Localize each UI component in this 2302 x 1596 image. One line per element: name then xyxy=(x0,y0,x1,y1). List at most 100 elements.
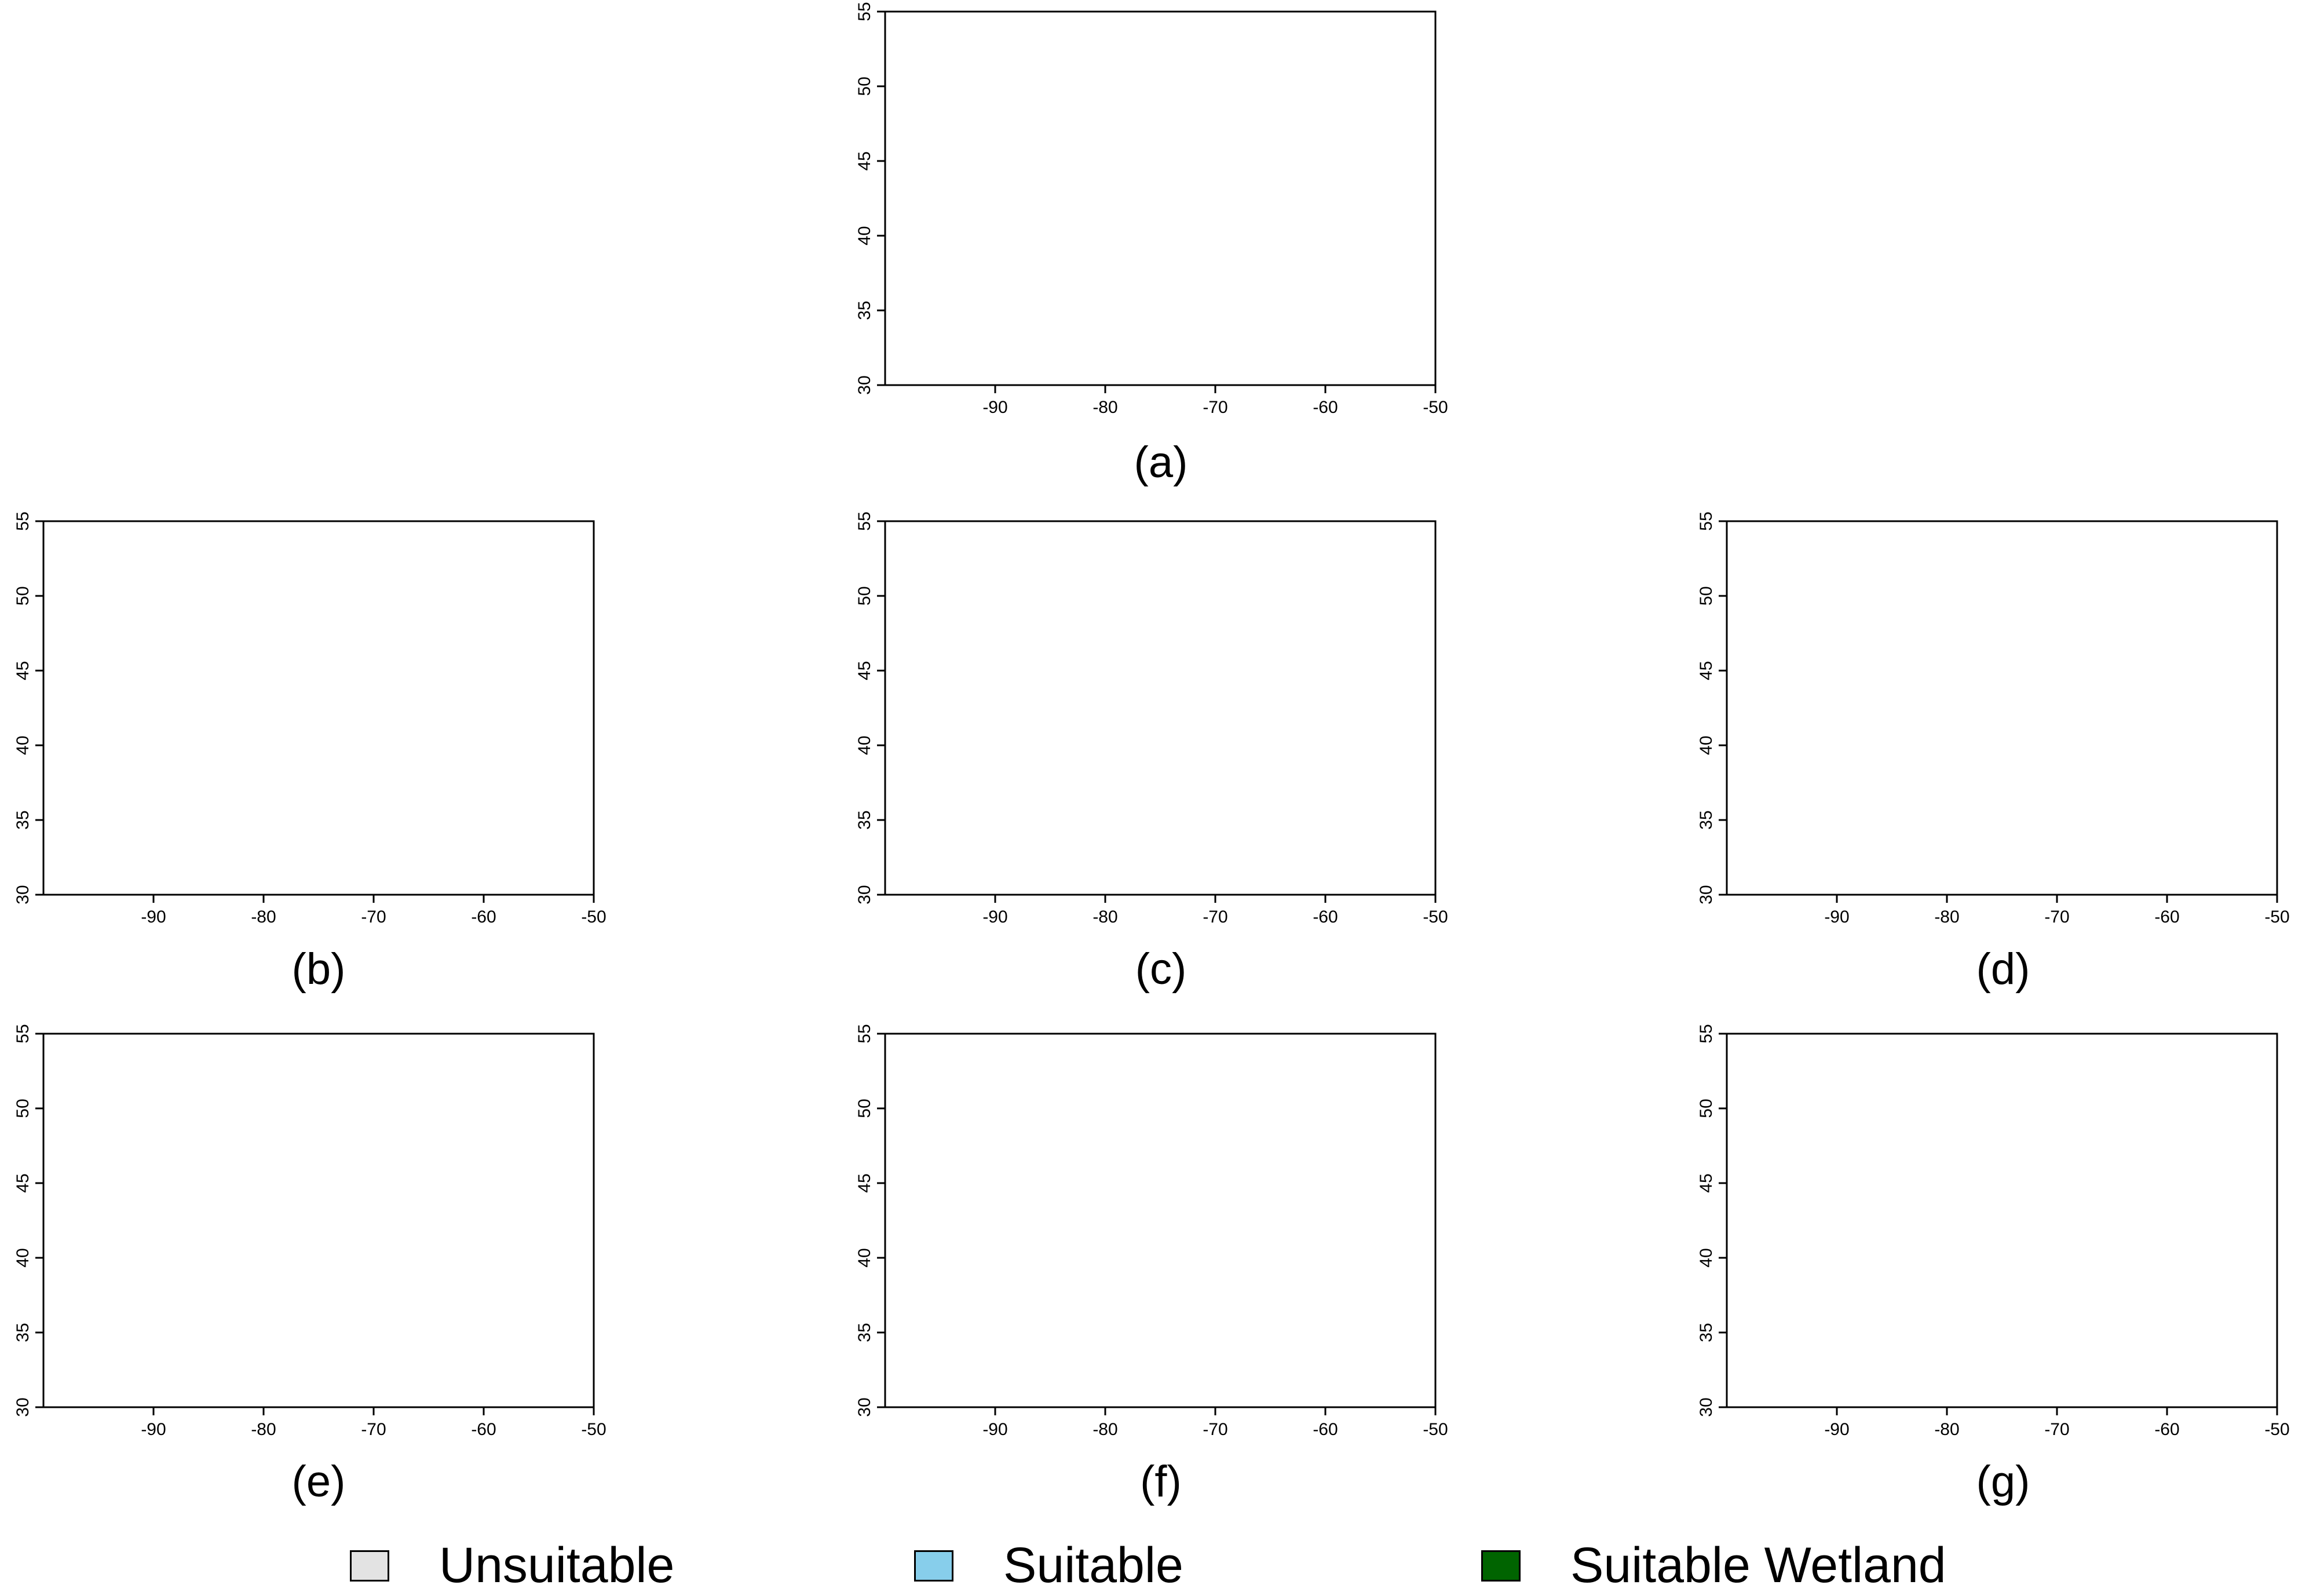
map-svg: -90 -80 -70 -60 -50 30 35 40 45 50 55 xyxy=(855,1024,1448,1439)
x-tick-label: -80 xyxy=(1934,907,1959,927)
map-svg: -90 -80 -70 -60 -50 30 35 40 45 50 55 xyxy=(13,511,606,927)
x-tick-label: -50 xyxy=(1423,398,1448,417)
x-tick-label: -80 xyxy=(1934,1420,1959,1439)
y-tick-label: 45 xyxy=(1697,661,1716,680)
y-tick-label: 45 xyxy=(855,1173,874,1192)
y-tick-label: 55 xyxy=(1697,511,1716,530)
plot-frame xyxy=(884,10,1437,386)
y-tick-label: 40 xyxy=(1697,1248,1716,1267)
map-panel-e: -90 -80 -70 -60 -50 30 35 40 45 50 55 xyxy=(0,1024,606,1451)
legend-label-unsuitable: Unsuitable xyxy=(439,1538,675,1593)
y-tick-label: 50 xyxy=(1697,1099,1716,1118)
y-tick-label: 30 xyxy=(1697,1397,1716,1416)
x-tick-label: -90 xyxy=(141,1420,166,1439)
x-tick-label: -70 xyxy=(1203,1420,1227,1439)
y-tick-label: 30 xyxy=(855,1397,874,1416)
y-tick-label: 55 xyxy=(13,1024,32,1043)
x-tick-label: -80 xyxy=(251,907,276,927)
x-tick-label: -50 xyxy=(581,907,606,927)
y-tick-label: 50 xyxy=(13,586,32,605)
y-tick-label: 35 xyxy=(13,1323,32,1342)
y-tick-label: 45 xyxy=(13,661,32,680)
legend-suitable: Suitable xyxy=(914,1537,1183,1594)
x-tick-label: -70 xyxy=(361,907,386,927)
x-tick-label: -50 xyxy=(581,1420,606,1439)
caption-g: (g) xyxy=(1976,1457,2030,1506)
y-tick-label: 45 xyxy=(13,1173,32,1192)
x-tick-label: -90 xyxy=(982,398,1007,417)
legend-swatch-suitable xyxy=(914,1550,953,1582)
plot-frame xyxy=(1726,520,2278,896)
legend-suitable-wetland: Suitable Wetland xyxy=(1481,1537,1946,1594)
y-tick-label: 30 xyxy=(1697,885,1716,904)
y-tick-label: 40 xyxy=(13,735,32,755)
x-tick-label: -90 xyxy=(982,907,1007,927)
map-svg: -90 -80 -70 -60 -50 30 35 40 45 50 55 xyxy=(13,1024,606,1439)
y-tick-label: 35 xyxy=(855,1323,874,1342)
y-tick-label: 55 xyxy=(1697,1024,1716,1043)
map-svg: -90 -80 -70 -60 -50 30 35 40 45 50 55 xyxy=(1697,511,2290,927)
map-svg: -90 -80 -70 -60 -50 30 35 40 45 50 55 xyxy=(855,2,1448,417)
y-tick-label: 50 xyxy=(13,1099,32,1118)
y-tick-label: 40 xyxy=(1697,735,1716,755)
map-panel-d: -90 -80 -70 -60 -50 30 35 40 45 50 55 xyxy=(1683,511,2290,938)
y-tick-label: 50 xyxy=(855,76,874,96)
y-tick-label: 35 xyxy=(1697,810,1716,829)
y-tick-label: 50 xyxy=(1697,586,1716,605)
map-panel-b: -90 -80 -70 -60 -50 30 35 40 45 50 55 xyxy=(0,511,606,938)
plot-frame xyxy=(884,1033,1437,1408)
caption-f: (f) xyxy=(1140,1457,1182,1506)
x-tick-label: -80 xyxy=(1092,1420,1117,1439)
legend-swatch-suitable-wetland xyxy=(1481,1550,1521,1582)
y-tick-label: 30 xyxy=(855,375,874,394)
x-tick-label: -70 xyxy=(2044,1420,2069,1439)
x-tick-label: -70 xyxy=(361,1420,386,1439)
x-tick-label: -80 xyxy=(1092,398,1117,417)
plot-frame xyxy=(42,520,595,896)
y-tick-label: 55 xyxy=(855,1024,874,1043)
legend-unsuitable: Unsuitable xyxy=(350,1537,674,1594)
map-panel-a: -90 -80 -70 -60 -50 30 35 40 45 50 55 xyxy=(842,2,1448,429)
map-svg: -90 -80 -70 -60 -50 30 35 40 45 50 55 xyxy=(1697,1024,2290,1439)
x-tick-label: -60 xyxy=(471,907,496,927)
y-tick-label: 50 xyxy=(855,586,874,605)
caption-d: (d) xyxy=(1976,945,2030,994)
x-tick-label: -50 xyxy=(1423,907,1448,927)
x-tick-label: -80 xyxy=(1092,907,1117,927)
x-tick-label: -60 xyxy=(2154,907,2179,927)
map-panel-f: -90 -80 -70 -60 -50 30 35 40 45 50 55 xyxy=(842,1024,1448,1451)
caption-b: (b) xyxy=(291,945,346,994)
plot-frame xyxy=(884,520,1437,896)
plot-frame xyxy=(1726,1033,2278,1408)
y-tick-label: 35 xyxy=(855,810,874,829)
y-tick-label: 40 xyxy=(855,1248,874,1267)
y-tick-label: 55 xyxy=(855,511,874,530)
caption-e: (e) xyxy=(291,1457,346,1506)
x-tick-label: -90 xyxy=(1824,907,1849,927)
x-tick-label: -70 xyxy=(1203,398,1227,417)
legend-swatch-unsuitable xyxy=(350,1550,389,1582)
x-tick-label: -60 xyxy=(1313,398,1338,417)
y-tick-label: 50 xyxy=(855,1099,874,1118)
x-tick-label: -60 xyxy=(1313,907,1338,927)
y-tick-label: 35 xyxy=(1697,1323,1716,1342)
y-tick-label: 30 xyxy=(13,1397,32,1416)
map-svg: -90 -80 -70 -60 -50 30 35 40 45 50 55 xyxy=(855,511,1448,927)
caption-a: (a) xyxy=(1134,438,1188,487)
map-panel-g: -90 -80 -70 -60 -50 30 35 40 45 50 55 xyxy=(1683,1024,2290,1451)
x-tick-label: -60 xyxy=(471,1420,496,1439)
y-tick-label: 55 xyxy=(13,511,32,530)
legend-label-suitable: Suitable xyxy=(1003,1538,1183,1593)
y-tick-label: 45 xyxy=(855,661,874,680)
plot-frame xyxy=(42,1033,595,1408)
y-tick-label: 55 xyxy=(855,2,874,21)
y-tick-label: 45 xyxy=(855,151,874,170)
y-tick-label: 35 xyxy=(855,301,874,320)
x-tick-label: -50 xyxy=(2264,1420,2289,1439)
x-tick-label: -60 xyxy=(1313,1420,1338,1439)
x-tick-label: -50 xyxy=(1423,1420,1448,1439)
x-tick-label: -50 xyxy=(2264,907,2289,927)
legend-label-suitable-wetland: Suitable Wetland xyxy=(1570,1538,1946,1593)
map-panel-c: -90 -80 -70 -60 -50 30 35 40 45 50 55 xyxy=(842,511,1448,938)
x-tick-label: -80 xyxy=(251,1420,276,1439)
